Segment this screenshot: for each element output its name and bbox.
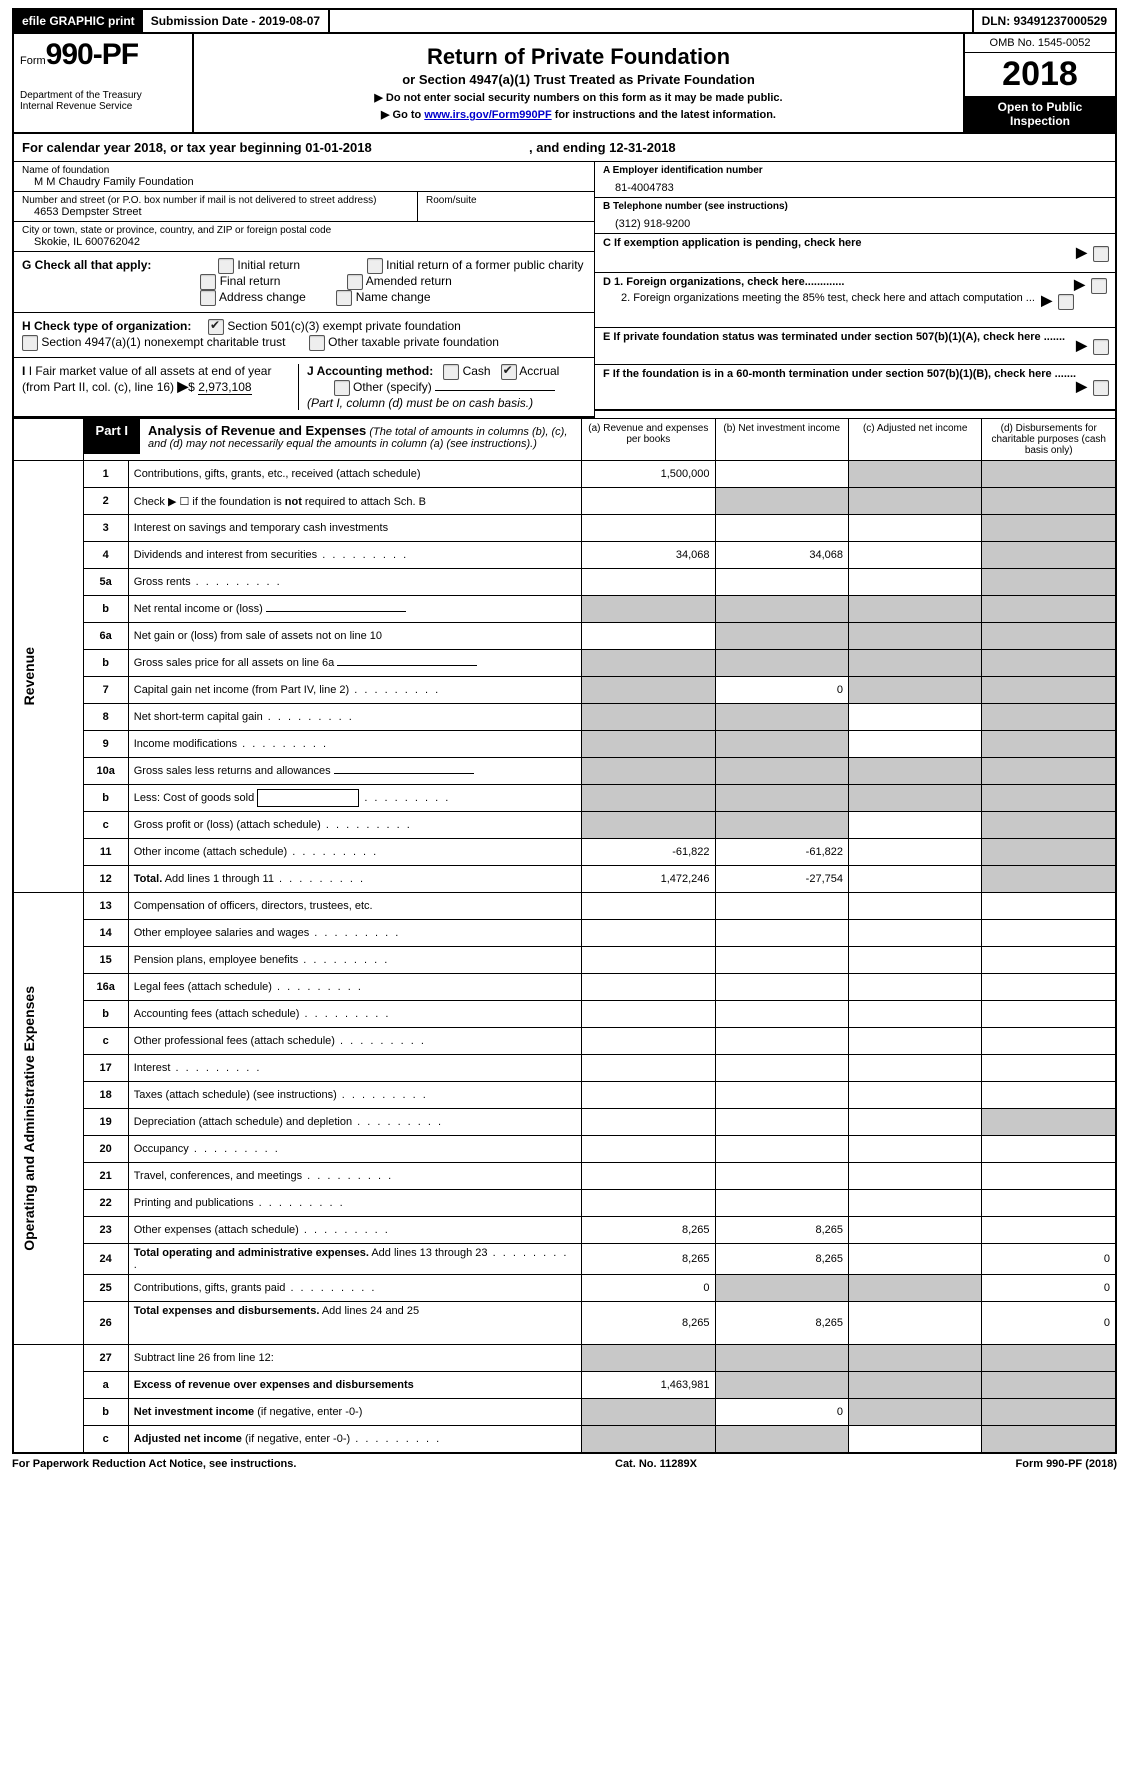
address: 4653 Dempster Street [22, 206, 409, 218]
table-row: bAccounting fees (attach schedule) [13, 1001, 1116, 1028]
table-row: 6aNet gain or (loss) from sale of assets… [13, 623, 1116, 650]
ssn-note: ▶ Do not enter social security numbers o… [200, 91, 957, 104]
status-terminated-checkbox[interactable] [1093, 339, 1109, 355]
table-row: 19Depreciation (attach schedule) and dep… [13, 1109, 1116, 1136]
form-header: Form990-PF Department of the Treasury In… [12, 34, 1117, 134]
col-c-header: (c) Adjusted net income [848, 419, 981, 461]
table-row: bNet investment income (if negative, ent… [13, 1399, 1116, 1426]
table-row: 17Interest [13, 1055, 1116, 1082]
initial-return-checkbox[interactable] [218, 258, 234, 274]
table-row: 21Travel, conferences, and meetings [13, 1163, 1116, 1190]
form-title: Return of Private Foundation [200, 44, 957, 70]
accrual-checkbox[interactable] [501, 364, 517, 380]
table-row: aExcess of revenue over expenses and dis… [13, 1372, 1116, 1399]
e-label: E If private foundation status was termi… [603, 331, 1065, 343]
table-row: 8Net short-term capital gain [13, 704, 1116, 731]
table-row: cGross profit or (loss) (attach schedule… [13, 812, 1116, 839]
other-taxable-checkbox[interactable] [309, 335, 325, 351]
table-row: 10aGross sales less returns and allowanc… [13, 758, 1116, 785]
table-row: 25Contributions, gifts, grants paid00 [13, 1275, 1116, 1302]
section-h: H Check type of organization: Section 50… [14, 313, 594, 358]
table-row: 22Printing and publications [13, 1190, 1116, 1217]
table-row: 5aGross rents [13, 569, 1116, 596]
part1-label: Part I [84, 419, 141, 454]
col-a-header: (a) Revenue and expenses per books [582, 419, 715, 461]
table-row: 2Check ▶ ☐ if the foundation is not requ… [13, 488, 1116, 515]
city-label: City or town, state or province, country… [22, 225, 586, 236]
foundation-name-label: Name of foundation [22, 165, 586, 176]
table-row: 27Subtract line 26 from line 12: [13, 1345, 1116, 1372]
table-row: 12Total. Add lines 1 through 111,472,246… [13, 866, 1116, 893]
table-row: Revenue1Contributions, gifts, grants, et… [13, 461, 1116, 488]
4947a1-checkbox[interactable] [22, 335, 38, 351]
phone: (312) 918-9200 [603, 212, 1107, 230]
c-label: C If exemption application is pending, c… [603, 237, 862, 249]
other-method-checkbox[interactable] [334, 380, 350, 396]
table-row: 20Occupancy [13, 1136, 1116, 1163]
amended-return-checkbox[interactable] [347, 274, 363, 290]
exemption-pending-checkbox[interactable] [1093, 246, 1109, 262]
cash-checkbox[interactable] [443, 364, 459, 380]
table-row: 11Other income (attach schedule)-61,822-… [13, 839, 1116, 866]
top-bar: efile GRAPHIC print Submission Date - 20… [12, 8, 1117, 34]
page-footer: For Paperwork Reduction Act Notice, see … [12, 1454, 1117, 1474]
table-row: 16aLegal fees (attach schedule) [13, 974, 1116, 1001]
submission-date: Submission Date - 2019-08-07 [143, 10, 330, 32]
inspection-label: Open to Public Inspection [965, 96, 1115, 132]
f-label: F If the foundation is in a 60-month ter… [603, 368, 1076, 380]
form-subtitle: or Section 4947(a)(1) Trust Treated as P… [200, 72, 957, 87]
table-row: 18Taxes (attach schedule) (see instructi… [13, 1082, 1116, 1109]
dept-irs: Internal Revenue Service [20, 101, 186, 112]
part1-table: Part I Analysis of Revenue and Expenses … [12, 418, 1117, 1454]
table-row: 14Other employee salaries and wages [13, 920, 1116, 947]
room-label: Room/suite [426, 195, 586, 206]
phone-label: B Telephone number (see instructions) [603, 201, 1107, 212]
table-row: bLess: Cost of goods sold [13, 785, 1116, 812]
omb-number: OMB No. 1545-0052 [965, 34, 1115, 53]
table-row: 4Dividends and interest from securities3… [13, 542, 1116, 569]
table-row: 9Income modifications [13, 731, 1116, 758]
dln: DLN: 93491237000529 [974, 10, 1115, 32]
table-row: 23Other expenses (attach schedule)8,2658… [13, 1217, 1116, 1244]
table-row: cAdjusted net income (if negative, enter… [13, 1426, 1116, 1454]
footer-left: For Paperwork Reduction Act Notice, see … [12, 1458, 296, 1470]
foundation-name: M M Chaudry Family Foundation [22, 176, 586, 188]
col-b-header: (b) Net investment income [715, 419, 848, 461]
final-return-checkbox[interactable] [200, 274, 216, 290]
section-i-j: I I Fair market value of all assets at e… [14, 358, 594, 418]
address-label: Number and street (or P.O. box number if… [22, 195, 409, 206]
table-row: 24Total operating and administrative exp… [13, 1244, 1116, 1275]
name-change-checkbox[interactable] [336, 290, 352, 306]
col-d-header: (d) Disbursements for charitable purpose… [982, 419, 1116, 461]
table-row: bGross sales price for all assets on lin… [13, 650, 1116, 677]
fmv-value: 2,973,108 [198, 380, 251, 395]
table-row: cOther professional fees (attach schedul… [13, 1028, 1116, 1055]
efile-label: efile GRAPHIC print [14, 10, 143, 32]
foreign-85-checkbox[interactable] [1058, 294, 1074, 310]
tax-year: 2018 [965, 53, 1115, 96]
address-change-checkbox[interactable] [200, 290, 216, 306]
60month-checkbox[interactable] [1093, 380, 1109, 396]
form-number: 990-PF [46, 38, 138, 71]
table-row: 7Capital gain net income (from Part IV, … [13, 677, 1116, 704]
irs-link[interactable]: www.irs.gov/Form990PF [424, 109, 551, 121]
city: Skokie, IL 600762042 [22, 236, 586, 248]
dept-treasury: Department of the Treasury [20, 90, 186, 101]
d1-label: D 1. Foreign organizations, check here..… [603, 276, 844, 288]
table-row: Operating and Administrative Expenses13C… [13, 893, 1116, 920]
table-row: 26Total expenses and disbursements. Add … [13, 1302, 1116, 1345]
ein-label: A Employer identification number [603, 165, 1107, 176]
table-row: bNet rental income or (loss) [13, 596, 1116, 623]
form-prefix: Form [20, 55, 46, 67]
foreign-org-checkbox[interactable] [1091, 278, 1107, 294]
501c3-checkbox[interactable] [208, 319, 224, 335]
initial-charity-checkbox[interactable] [367, 258, 383, 274]
ein: 81-4004783 [603, 176, 1107, 194]
table-row: 3Interest on savings and temporary cash … [13, 515, 1116, 542]
footer-mid: Cat. No. 11289X [615, 1458, 697, 1470]
section-g: G Check all that apply: Initial return I… [14, 252, 594, 313]
table-row: 15Pension plans, employee benefits [13, 947, 1116, 974]
d2-label: 2. Foreign organizations meeting the 85%… [621, 292, 1035, 304]
calendar-year-row: For calendar year 2018, or tax year begi… [12, 134, 1117, 162]
